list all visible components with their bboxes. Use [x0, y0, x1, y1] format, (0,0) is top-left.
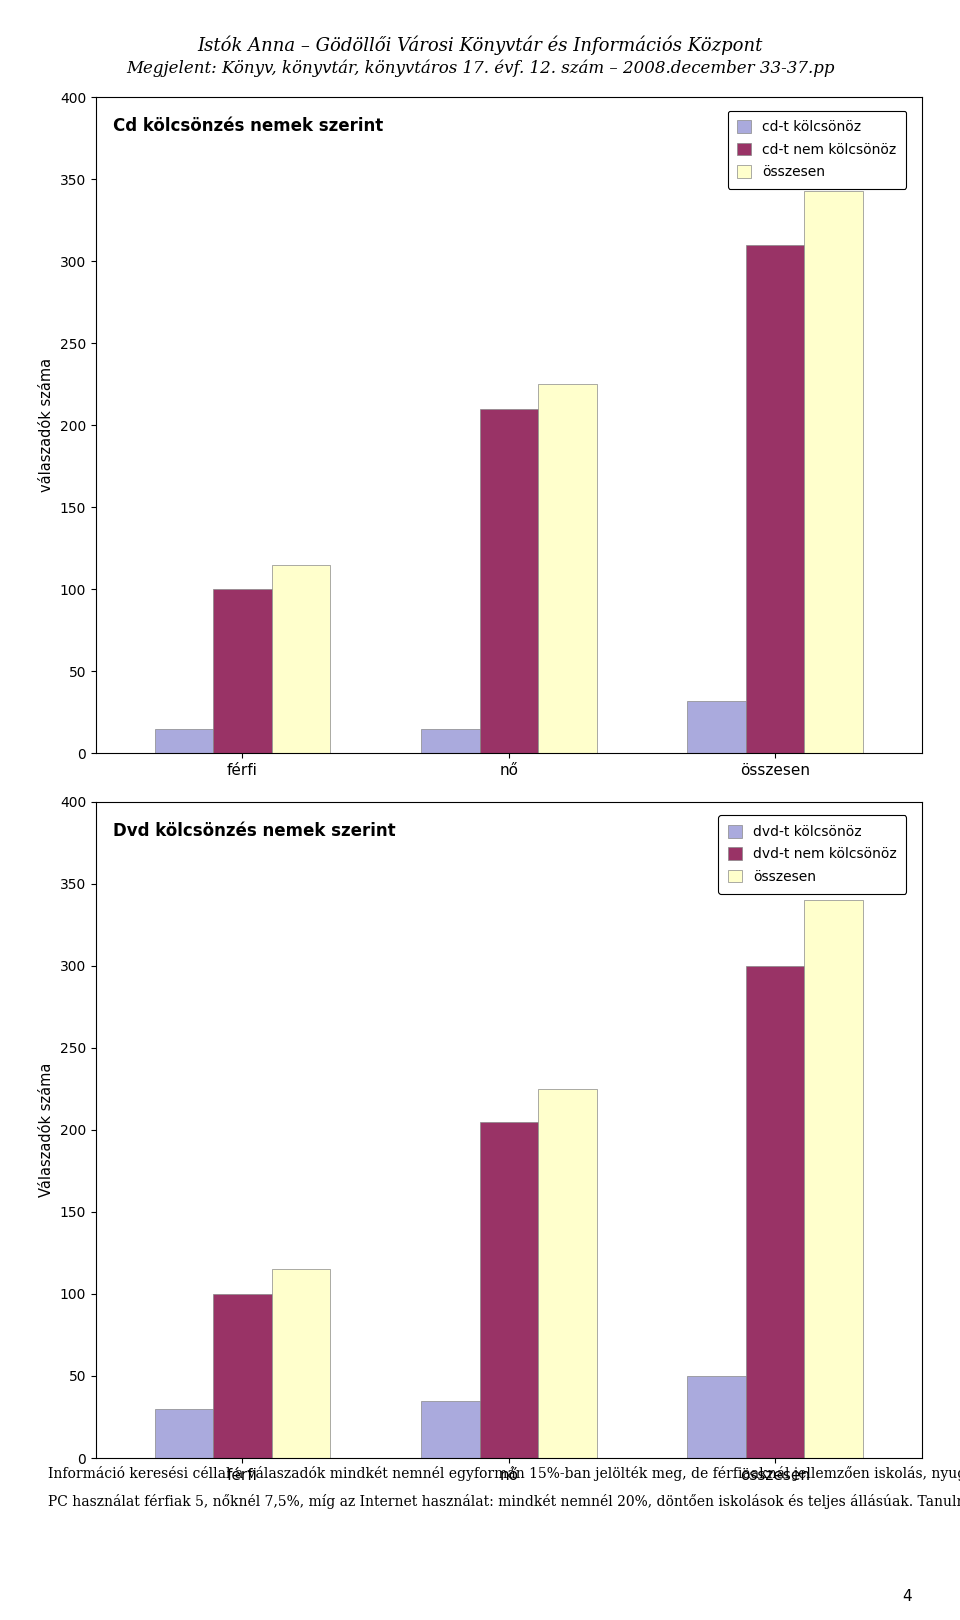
Bar — [746, 245, 804, 753]
Bar — [539, 1089, 597, 1458]
Bar — [420, 729, 479, 753]
Text: 4: 4 — [902, 1589, 912, 1604]
Text: Dvd kölcsönzés nemek szerint: Dvd kölcsönzés nemek szerint — [112, 821, 396, 839]
Bar — [804, 901, 863, 1458]
Bar — [213, 590, 272, 753]
Text: Cd kölcsönzés nemek szerint: Cd kölcsönzés nemek szerint — [112, 117, 383, 134]
Text: Információ keresési céllal a válaszadók mindkét nemnél egyformán 15%-ban jelölté: Információ keresési céllal a válaszadók … — [48, 1466, 960, 1481]
Text: PC használat férfiak 5, nőknél 7,5%, míg az Internet használat: mindkét nemnél 2: PC használat férfiak 5, nőknél 7,5%, míg… — [48, 1494, 960, 1508]
Bar — [420, 1401, 479, 1458]
Bar — [539, 384, 597, 753]
Bar — [213, 1294, 272, 1458]
Bar — [272, 1270, 330, 1458]
Legend: dvd-t kölcsönöz, dvd-t nem kölcsönöz, összesen: dvd-t kölcsönöz, dvd-t nem kölcsönöz, ös… — [718, 815, 906, 894]
Bar — [746, 966, 804, 1458]
Bar — [479, 408, 539, 753]
Bar — [687, 701, 746, 753]
Y-axis label: válaszadók száma: válaszadók száma — [39, 358, 55, 492]
Bar — [155, 1409, 213, 1458]
Legend: cd-t kölcsönöz, cd-t nem kölcsönöz, összesen: cd-t kölcsönöz, cd-t nem kölcsönöz, össz… — [728, 110, 906, 190]
Bar — [272, 565, 330, 753]
Y-axis label: Válaszadók száma: Válaszadók száma — [39, 1063, 55, 1197]
Text: Istók Anna – Gödöllői Városi Könyvtár és Információs Központ: Istók Anna – Gödöllői Városi Könyvtár és… — [198, 36, 762, 55]
Bar — [479, 1121, 539, 1458]
Text: Megjelent: Könyv, könyvtár, könyvtáros 17. évf. 12. szám – 2008.december 33-37.p: Megjelent: Könyv, könyvtár, könyvtáros 1… — [126, 60, 834, 78]
Bar — [687, 1375, 746, 1458]
Bar — [804, 191, 863, 753]
Bar — [155, 729, 213, 753]
